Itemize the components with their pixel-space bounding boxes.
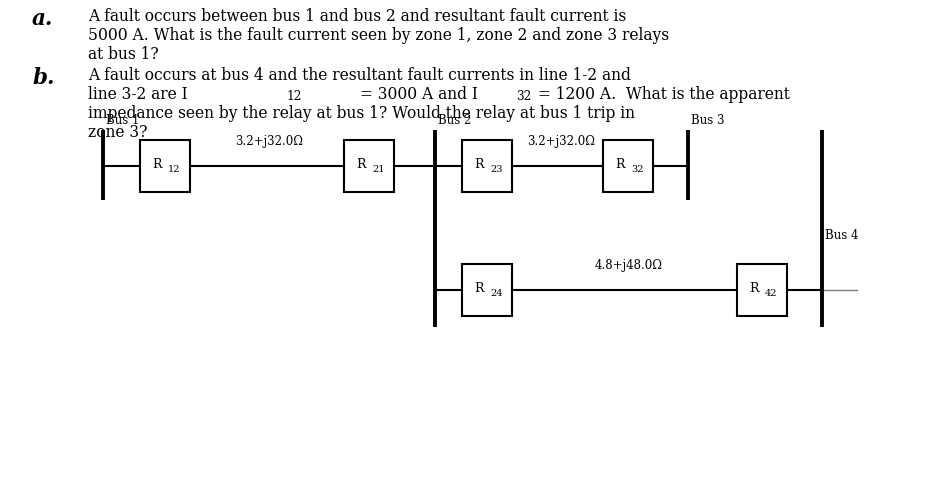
Text: A fault occurs at bus 4 and the resultant fault currents in line 1-2 and: A fault occurs at bus 4 and the resultan… — [88, 67, 631, 84]
Text: 5000 A. What is the fault current seen by zone 1, zone 2 and zone 3 relays: 5000 A. What is the fault current seen b… — [88, 27, 669, 44]
Text: 24: 24 — [490, 289, 503, 297]
Text: Bus 4: Bus 4 — [825, 229, 858, 242]
Text: zone 3?: zone 3? — [88, 124, 148, 141]
Text: 23: 23 — [490, 164, 503, 174]
Text: line 3-2 are I: line 3-2 are I — [88, 86, 188, 103]
Text: R: R — [356, 158, 366, 171]
Text: R: R — [475, 158, 484, 171]
Text: R: R — [152, 158, 162, 171]
Text: = 1200 A.  What is the apparent: = 1200 A. What is the apparent — [533, 86, 790, 103]
Text: at bus 1?: at bus 1? — [88, 46, 159, 63]
Bar — [462, 264, 512, 316]
Bar — [140, 140, 190, 192]
Text: Bus 1: Bus 1 — [106, 114, 139, 127]
Text: 42: 42 — [765, 289, 777, 297]
Text: a.: a. — [32, 8, 54, 30]
Bar — [603, 140, 653, 192]
Text: 32: 32 — [516, 90, 532, 103]
Text: Bus 3: Bus 3 — [691, 114, 725, 127]
Text: = 3000 A and I: = 3000 A and I — [355, 86, 478, 103]
Text: A fault occurs between bus 1 and bus 2 and resultant fault current is: A fault occurs between bus 1 and bus 2 a… — [88, 8, 626, 25]
Text: 32: 32 — [631, 164, 644, 174]
Text: R: R — [616, 158, 625, 171]
Bar — [737, 264, 787, 316]
Text: R: R — [475, 281, 484, 295]
Text: 21: 21 — [372, 164, 384, 174]
Text: b.: b. — [32, 67, 55, 89]
Text: 3.2+j32.0Ω: 3.2+j32.0Ω — [235, 135, 303, 148]
Text: 4.8+j48.0Ω: 4.8+j48.0Ω — [594, 259, 663, 272]
Text: R: R — [749, 281, 759, 295]
Bar — [462, 140, 512, 192]
Text: impedance seen by the relay at bus 1? Would the relay at bus 1 trip in: impedance seen by the relay at bus 1? Wo… — [88, 105, 635, 122]
Text: 3.2+j32.0Ω: 3.2+j32.0Ω — [527, 135, 596, 148]
Bar — [344, 140, 394, 192]
Text: 12: 12 — [168, 164, 180, 174]
Text: Bus 2: Bus 2 — [438, 114, 471, 127]
Text: 12: 12 — [287, 90, 302, 103]
